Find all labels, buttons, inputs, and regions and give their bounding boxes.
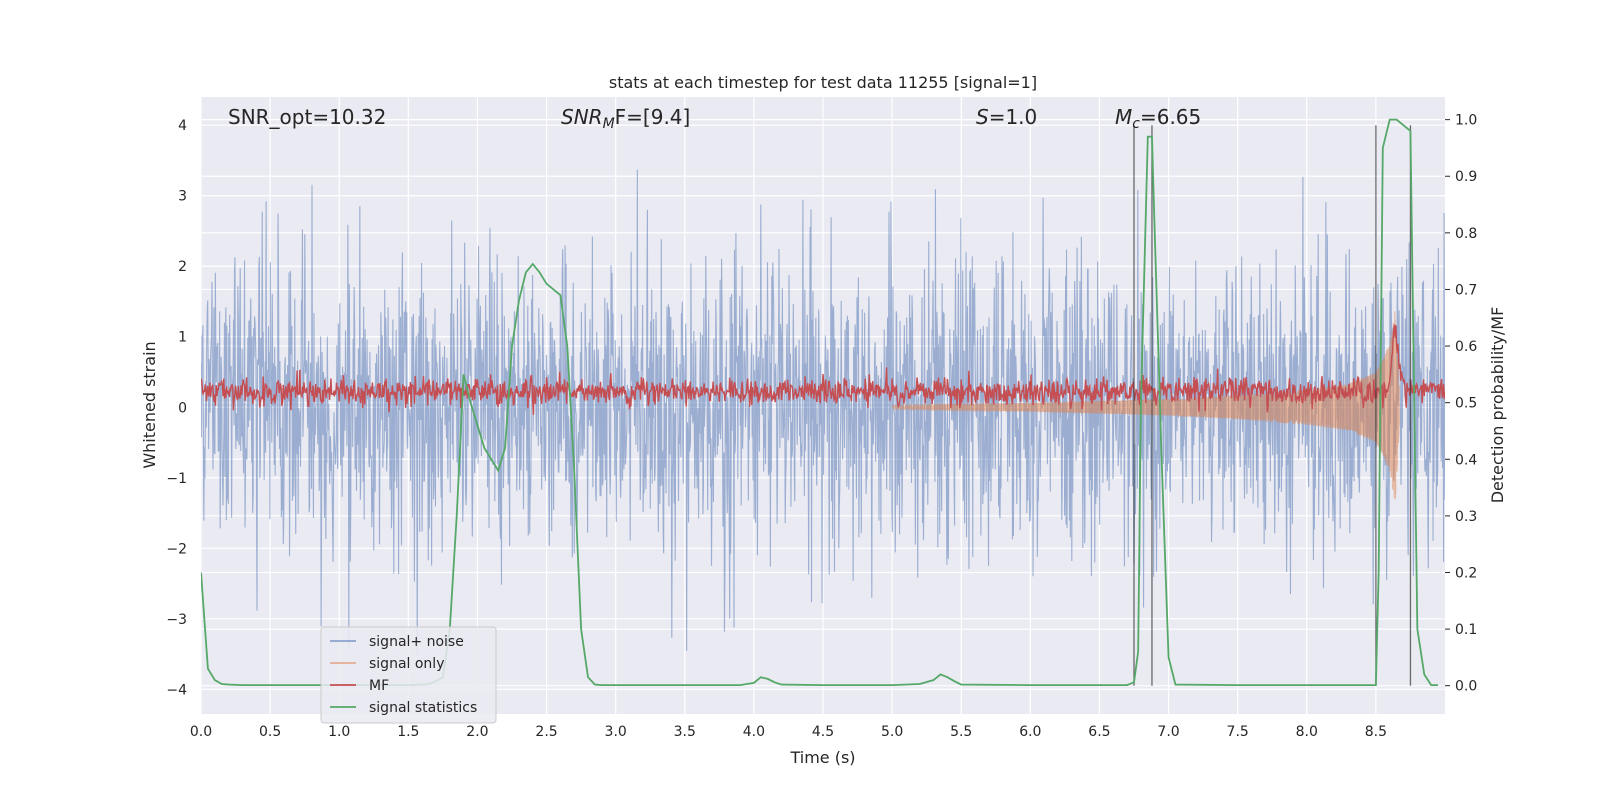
mf-line [201, 324, 1445, 415]
x-tick-label: 2.5 [535, 724, 557, 740]
y-right-tick-label: 0.2 [1455, 565, 1477, 581]
annotation-snr-mf: SNRMF=[9.4] [561, 105, 690, 132]
y-right-tick-label: 1.0 [1455, 113, 1477, 129]
x-tick-label: 8.5 [1365, 724, 1387, 740]
y-left-tick-label: −2 [166, 541, 187, 557]
y-left-tick-label: −4 [166, 682, 187, 698]
annotation-snr-opt: SNR_opt=10.32 [228, 105, 386, 129]
y-left-tick-labels: 4 3 2 1 0 −1 −2 −3 −4 [166, 118, 187, 698]
series-signal-only [891, 311, 1400, 500]
series-mf [201, 324, 1445, 415]
y-right-tick-label: 0.4 [1455, 452, 1477, 468]
x-tick-label: 4.0 [743, 724, 765, 740]
y-left-tick-label: 0 [178, 400, 187, 416]
x-tick-label: 1.0 [328, 724, 350, 740]
x-tick-label: 6.5 [1088, 724, 1110, 740]
x-tick-label: 8.0 [1296, 724, 1318, 740]
legend-label: signal statistics [369, 700, 477, 716]
x-axis-label: Time (s) [789, 748, 855, 767]
y-right-tick-labels: 1.0 0.9 0.8 0.7 0.6 0.5 0.4 0.3 0.2 0.1 0.0 [1445, 113, 1477, 695]
x-tick-label: 5.0 [881, 724, 903, 740]
x-tick-label: 0.5 [259, 724, 281, 740]
x-tick-label: 3.5 [674, 724, 696, 740]
chart-title: stats at each timestep for test data 112… [609, 73, 1037, 92]
y-left-tick-label: 1 [178, 330, 187, 346]
y-right-tick-label: 0.7 [1455, 282, 1477, 298]
y-left-tick-label: −1 [166, 471, 187, 487]
x-tick-label: 2.0 [466, 724, 488, 740]
y-right-tick-label: 0.3 [1455, 509, 1477, 525]
y-right-tick-label: 0.9 [1455, 169, 1477, 185]
annotation-mc: Mc=6.65 [1115, 105, 1201, 132]
y-left-axis-label: Whitened strain [140, 341, 159, 468]
y-left-tick-label: 2 [178, 259, 187, 275]
x-tick-labels: 0.0 0.5 1.0 1.5 2.0 2.5 3.0 3.5 4.0 4.5 5.0 5.5 6.0 6… [190, 724, 1387, 740]
legend-box [320, 626, 497, 724]
y-right-tick-label: 0.6 [1455, 339, 1477, 355]
y-right-tick-label: 0.5 [1455, 396, 1477, 412]
annotation-s: S=1.0 [976, 105, 1037, 129]
legend-label: MF [369, 678, 389, 694]
x-tick-label: 3.0 [605, 724, 627, 740]
x-tick-label: 0.0 [190, 724, 212, 740]
x-tick-label: 7.5 [1227, 724, 1249, 740]
x-tick-label: 6.0 [1019, 724, 1041, 740]
y-right-tick-label: 0.0 [1455, 679, 1477, 695]
legend-label: signal only [369, 656, 444, 672]
y-right-tick-label: 0.8 [1455, 226, 1477, 242]
y-left-tick-label: 3 [178, 189, 187, 205]
x-tick-label: 7.0 [1157, 724, 1179, 740]
vertical-markers [1133, 125, 1412, 686]
legend: signal+ noise signal only MF signal statist… [320, 626, 497, 724]
y-right-axis-label: Detection probability/MF [1488, 307, 1507, 504]
x-tick-label: 5.5 [950, 724, 972, 740]
x-tick-label: 1.5 [397, 724, 419, 740]
legend-label: signal+ noise [369, 634, 464, 650]
signal-only-line [891, 311, 1400, 500]
y-left-tick-label: −3 [166, 612, 187, 628]
y-left-tick-label: 4 [178, 118, 187, 134]
y-right-tick-label: 0.1 [1455, 622, 1477, 638]
x-tick-label: 4.5 [812, 724, 834, 740]
